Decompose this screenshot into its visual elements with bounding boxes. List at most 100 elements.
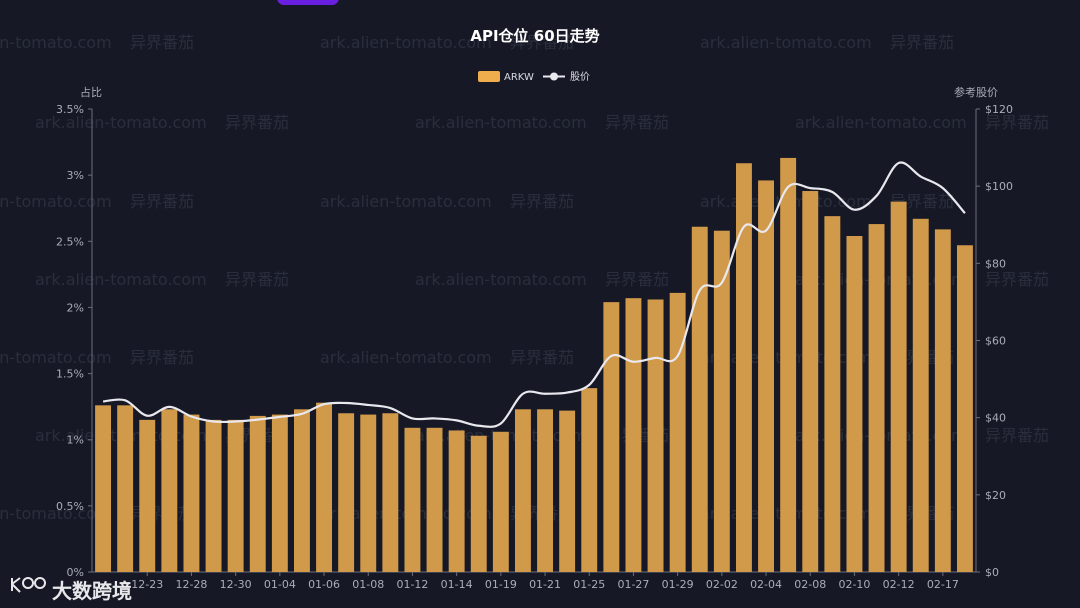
right-tick-label: $60 [985, 335, 1006, 348]
watermark-text: ark.alien-tomato.com [0, 33, 112, 52]
logo-text: 大数跨境 [52, 579, 132, 603]
x-tick-label: 02-10 [838, 578, 870, 591]
bar-series-arkw [95, 157, 973, 573]
chart-title: API仓位 60日走势 [470, 27, 599, 45]
top-purple-tab[interactable] [277, 0, 339, 5]
bar-arkw [426, 427, 443, 572]
bar-arkw [713, 230, 730, 572]
watermark-text: 异界番茄 [985, 113, 1049, 132]
bar-arkw [846, 235, 863, 572]
bar-arkw [95, 405, 112, 572]
watermark-text: 异界番茄 [130, 33, 194, 52]
watermark-text: 异界番茄 [985, 426, 1049, 445]
bar-arkw [117, 405, 134, 572]
watermark-text: ark.alien-tomato.com [320, 33, 492, 52]
bar-arkw [139, 419, 156, 572]
bar-arkw [470, 435, 487, 572]
watermark-text: 异界番茄 [605, 270, 669, 289]
bar-arkw [603, 302, 620, 572]
x-tick-label: 02-02 [706, 578, 738, 591]
left-tick-label: 1.5% [56, 368, 84, 381]
line-series-price [102, 161, 966, 428]
watermark-text: 异界番茄 [985, 270, 1049, 289]
left-tick-label: 2% [67, 301, 84, 314]
x-tick-label: 01-27 [617, 578, 649, 591]
legend-label-price: 股价 [570, 71, 590, 83]
watermark-text: ark.alien-tomato.com [320, 348, 492, 367]
watermark-text: 异界番茄 [225, 113, 289, 132]
x-tick-label: 01-12 [396, 578, 428, 591]
watermark-text: ark.alien-tomato.com [415, 270, 587, 289]
watermark-text: ark.alien-tomato.com [35, 270, 207, 289]
bar-arkw [868, 224, 885, 573]
bar-arkw [492, 431, 509, 572]
watermark-text: 异界番茄 [510, 348, 574, 367]
bar-arkw [758, 180, 775, 573]
x-tick-label: 02-17 [927, 578, 959, 591]
bar-arkw [514, 409, 531, 572]
legend-swatch-arkw [478, 71, 500, 82]
bar-arkw [647, 299, 664, 572]
watermark-text: ark.alien-tomato.com [0, 504, 112, 523]
watermark-text: ark.alien-tomato.com [415, 113, 587, 132]
bar-arkw [890, 201, 907, 572]
bar-arkw [581, 388, 598, 572]
watermark-text: 异界番茄 [510, 33, 574, 52]
bar-arkw [559, 410, 576, 572]
watermark-text: ark.alien-tomato.com [320, 192, 492, 211]
watermark-text: ark.alien-tomato.com [35, 113, 207, 132]
left-tick-label: 3% [67, 169, 84, 182]
watermark-text: 异界番茄 [130, 348, 194, 367]
watermark-text: 异界番茄 [225, 270, 289, 289]
watermark-text: 异界番茄 [510, 192, 574, 211]
bar-arkw [912, 218, 929, 572]
bar-arkw [802, 191, 819, 572]
brand-logo: 大数跨境 [11, 577, 132, 603]
bar-arkw [161, 409, 178, 572]
logo-mark-icon [11, 577, 46, 593]
bar-arkw [691, 226, 708, 572]
legend-label-arkw: ARKW [504, 72, 534, 83]
x-tick-label: 02-12 [883, 578, 915, 591]
watermark-text: 异界番茄 [130, 192, 194, 211]
x-tick-label: 01-29 [662, 578, 694, 591]
bar-arkw [934, 229, 951, 572]
bar-arkw [316, 402, 333, 572]
watermark-text: ark.alien-tomato.com [0, 192, 112, 211]
x-tick-label: 01-19 [485, 578, 517, 591]
bar-arkw [382, 413, 399, 572]
bar-arkw [360, 414, 377, 572]
bar-arkw [249, 415, 266, 572]
x-tick-label: 01-21 [529, 578, 561, 591]
left-tick-label: 2.5% [56, 235, 84, 248]
watermark-text: 异界番茄 [890, 33, 954, 52]
bar-arkw [338, 413, 355, 572]
right-tick-label: $40 [985, 412, 1006, 425]
right-tick-label: $100 [985, 180, 1013, 193]
right-tick-label: $20 [985, 489, 1006, 502]
x-tick-label: 01-25 [573, 578, 605, 591]
bar-arkw [227, 419, 244, 572]
bar-arkw [669, 292, 686, 572]
left-axis-label: 占比 [80, 85, 102, 99]
left-tick-label: 1% [67, 434, 84, 447]
right-tick-label: $0 [985, 566, 999, 579]
bar-arkw [404, 427, 421, 572]
bar-arkw [183, 414, 200, 572]
x-tick-label: 01-06 [308, 578, 340, 591]
right-axis-label: 参考股价 [954, 85, 998, 99]
watermark-text: 异界番茄 [605, 113, 669, 132]
bar-arkw [537, 409, 554, 572]
bar-arkw [205, 419, 222, 572]
bar-arkw [271, 414, 288, 572]
bar-arkw [625, 298, 642, 572]
left-tick-label: 0% [67, 566, 84, 579]
right-tick-label: $120 [985, 103, 1013, 116]
x-tick-label: 12-30 [220, 578, 252, 591]
x-tick-label: 02-08 [794, 578, 826, 591]
watermark-text: ark.alien-tomato.com [795, 113, 967, 132]
chart-legend[interactable]: ARKW 股价 [478, 71, 590, 83]
x-axis-ticks: 12-23 12-28 12-30 01-04 01-06 01-08 01-12 01-14… [131, 572, 959, 591]
bar-arkw [293, 409, 310, 572]
